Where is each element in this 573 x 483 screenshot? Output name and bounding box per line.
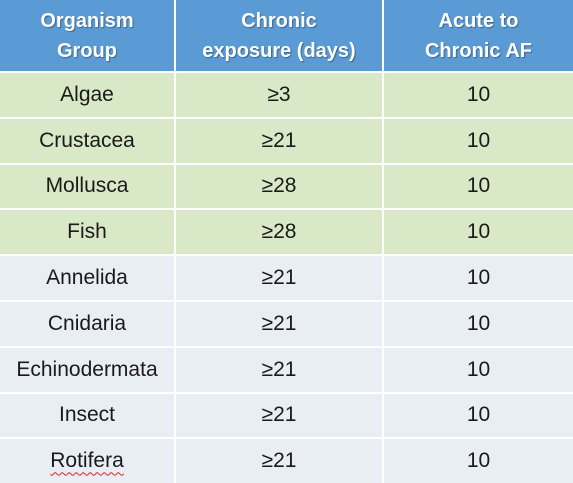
af-cell: 10 <box>466 174 491 198</box>
exposure-cell: ≥3 <box>176 73 384 117</box>
organism-group-cell: Fish <box>0 210 176 255</box>
table-row: Insect ≥21 10 <box>0 391 573 438</box>
spellcheck-underlined-text: Rotifera <box>50 449 124 473</box>
af-cell: 10 <box>466 311 491 335</box>
header-organism-group: Organism Group <box>0 0 176 71</box>
header-line: Group <box>57 39 117 62</box>
organism-group-cell: Algae <box>0 73 176 117</box>
af-cell: 10 <box>466 449 491 473</box>
exposure-cell: ≥21 <box>176 347 384 392</box>
organism-group-cell: Cnidaria <box>0 302 176 346</box>
header-acute-to-chronic-af: Acute to Chronic AF <box>384 0 573 71</box>
header-line: Chronic <box>241 9 317 32</box>
table-row: Annelida ≥21 10 <box>0 254 573 300</box>
exposure-cell: ≥21 <box>176 256 384 300</box>
exposure-cell: ≥28 <box>176 210 384 255</box>
table-row: Echinodermata ≥21 10 <box>0 345 573 392</box>
table-row: Fish ≥28 10 <box>0 208 573 255</box>
af-cell: 10 <box>466 82 491 106</box>
organism-group-cell: Rotifera <box>0 439 176 483</box>
exposure-cell: ≥28 <box>176 164 384 209</box>
exposure-cell: ≥21 <box>176 393 384 438</box>
exposure-cell: ≥21 <box>176 118 384 163</box>
af-cell: 10 <box>466 357 491 381</box>
header-line: exposure (days) <box>202 39 356 62</box>
header-line: Chronic AF <box>424 39 533 62</box>
exposure-cell: ≥21 <box>176 439 384 483</box>
header-line: Acute to <box>438 9 519 32</box>
organism-group-cell: Insect <box>0 393 176 438</box>
organism-group-cell: Mollusca <box>0 164 176 209</box>
organism-group-cell: Echinodermata <box>0 347 176 392</box>
exposure-cell: ≥21 <box>176 302 384 346</box>
header-chronic-exposure: Chronic exposure (days) <box>176 0 384 71</box>
table-row: Crustacea ≥21 10 <box>0 116 573 163</box>
table-header-row: Organism Group Chronic exposure (days) A… <box>0 0 573 71</box>
af-cell: 10 <box>466 266 491 290</box>
table-row: Mollusca ≥28 10 <box>0 162 573 209</box>
af-cell: 10 <box>466 128 491 152</box>
header-line: Organism <box>40 9 134 32</box>
af-cell: 10 <box>466 403 491 427</box>
organism-group-cell: Annelida <box>0 256 176 300</box>
table-row: Cnidaria ≥21 10 <box>0 300 573 346</box>
af-cell: 10 <box>466 220 491 244</box>
table-row: Rotifera ≥21 10 <box>0 437 573 483</box>
organism-group-cell: Crustacea <box>0 118 176 163</box>
table-row: Algae ≥3 10 <box>0 71 573 117</box>
